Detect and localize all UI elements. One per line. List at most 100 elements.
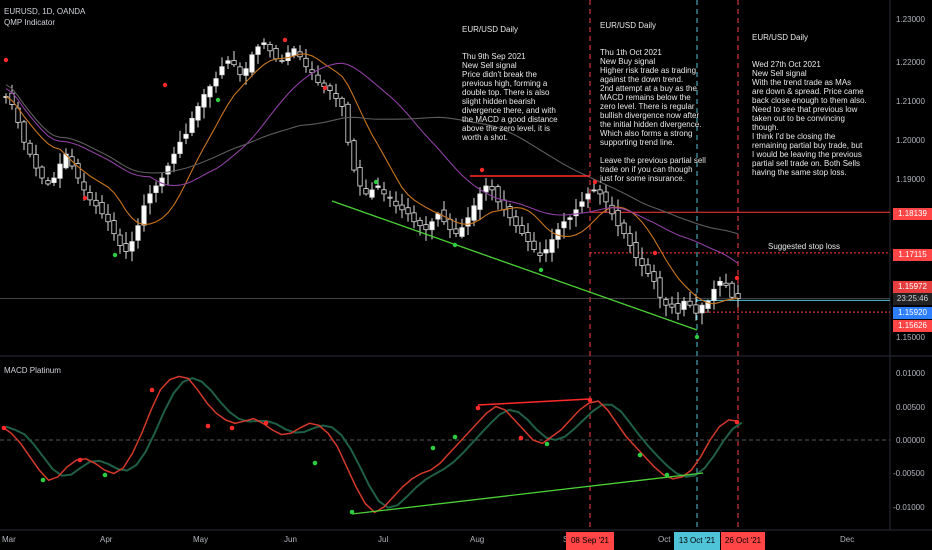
candle-body [657, 277, 663, 298]
candle-body [363, 188, 369, 195]
candle-body [549, 239, 555, 253]
candle-body [705, 300, 711, 309]
candle-body [495, 186, 501, 203]
time-tick: Oct [658, 535, 671, 544]
ma-mid-line [5, 62, 739, 264]
candle-body [393, 200, 399, 207]
candle-body [579, 201, 585, 207]
candle-body [375, 185, 381, 188]
macd-legend[interactable]: MACD Platinum [4, 366, 61, 375]
candle-body [327, 85, 333, 91]
indicator-legend[interactable]: QMP Indicator [4, 18, 55, 27]
candle-body [315, 74, 321, 84]
note-oct-sell: EUR/USD Daily Wed 27th Oct 2021 New Sell… [752, 24, 880, 177]
candle-body [165, 165, 171, 175]
sell-signal-dot [282, 37, 288, 43]
candle-body [465, 217, 471, 227]
buy-signal-dot [538, 267, 544, 273]
sell-signal-dot [162, 82, 168, 88]
candle-body [735, 293, 741, 299]
macd-sell-dot [205, 423, 211, 429]
price-tick: 1.19000 [896, 175, 925, 184]
macd-tick: -0.00500 [893, 469, 925, 478]
candle-body [471, 205, 477, 221]
buy-signal-dot [373, 179, 379, 185]
level-label-4: 1.15626 [893, 320, 932, 332]
macd-bearish-divergence [477, 398, 591, 406]
candle-body [483, 185, 489, 193]
candle-body [537, 252, 543, 256]
candle-body [177, 141, 183, 154]
candle-body [687, 300, 693, 306]
candle-body [201, 94, 207, 108]
sell-signal-dot [734, 275, 740, 281]
macd-buy-dot [40, 477, 46, 483]
sell-signal-dot [3, 57, 9, 63]
date-label-oct26: 26 Oct '21 [721, 532, 765, 550]
candle-body [645, 264, 651, 274]
candle-body [141, 205, 147, 226]
macd-signal-line [5, 377, 743, 509]
candle-body [519, 225, 525, 235]
macd-tick: 0.00500 [896, 403, 925, 412]
sell-signal-dot [82, 195, 88, 201]
macd-buy-dot [430, 445, 436, 451]
candle-body [597, 189, 603, 195]
candle-body [543, 249, 549, 254]
note-sep-sell: EUR/USD Daily Thu 9th Sep 2021 New Sell … [462, 16, 580, 142]
candle-body [249, 54, 255, 73]
price-tick: 1.23000 [896, 15, 925, 24]
candle-body [633, 242, 639, 258]
candle-body [615, 210, 621, 227]
candle-body [189, 117, 195, 133]
candle-body [675, 303, 681, 314]
sell-signal-dot [592, 179, 598, 185]
price-tick: 1.21000 [896, 97, 925, 106]
sell-signal-dot [652, 250, 658, 256]
candle-body [255, 46, 261, 55]
macd-sell-dot [475, 405, 481, 411]
price-tick: 1.20000 [896, 136, 925, 145]
level-label-3: 1.15920 [893, 307, 932, 319]
candle-body [453, 228, 459, 235]
ma-slow-line [5, 84, 739, 235]
candle-body [699, 304, 705, 314]
candle-body [261, 42, 267, 45]
candle-body [531, 240, 537, 250]
buy-signal-dot [694, 334, 700, 340]
candle-body [117, 234, 123, 246]
note-body: Thu 9th Sep 2021 New Sell signal Price d… [462, 52, 558, 142]
candle-body [681, 300, 687, 310]
stop-loss-label: Suggested stop loss [768, 242, 841, 251]
candle-body [279, 60, 285, 62]
candle-body [639, 258, 645, 266]
candle-body [711, 288, 717, 301]
date-label-sep: 08 Sep '21 [566, 532, 614, 550]
candle-body [237, 66, 243, 76]
candle-body [429, 221, 435, 231]
candle-body [399, 204, 405, 211]
candle-body [411, 212, 417, 223]
symbol-legend[interactable]: EURUSD, 1D, OANDA [4, 7, 86, 16]
macd-sell-dot [1, 425, 7, 431]
candle-body [345, 103, 351, 143]
candle-body [723, 282, 729, 286]
candle-body [417, 219, 423, 227]
candle-body [231, 60, 237, 66]
candle-body [75, 163, 81, 179]
candle-body [153, 185, 159, 193]
time-tick: Aug [470, 535, 485, 544]
countdown-label: 23:25:46 [893, 293, 932, 305]
candle-body [213, 78, 219, 87]
level-label-2: 1.17115 [893, 249, 932, 261]
candle-body [333, 93, 339, 99]
candle-body [45, 180, 51, 185]
candle-body [267, 43, 273, 52]
candle-body [603, 191, 609, 203]
macd-line [1, 375, 739, 514]
candle-body [591, 189, 597, 192]
date-label-oct13: 13 Oct '21 [674, 532, 720, 550]
candle-body [21, 121, 27, 143]
